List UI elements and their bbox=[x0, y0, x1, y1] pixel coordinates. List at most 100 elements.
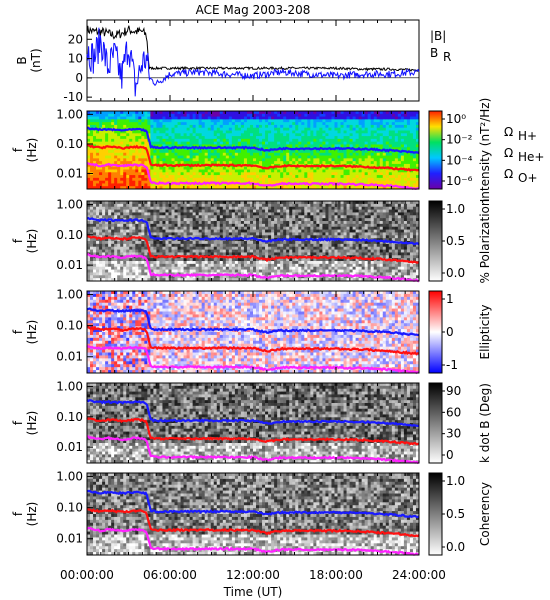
spectrogram-cell bbox=[189, 203, 194, 208]
spectrogram-cell bbox=[141, 209, 145, 213]
spectrogram-cell bbox=[382, 161, 387, 165]
spectrogram-cell bbox=[400, 155, 405, 159]
spectrogram-cell bbox=[391, 136, 396, 140]
spectrogram-cell bbox=[111, 246, 115, 250]
spectrogram-cell bbox=[129, 229, 133, 233]
spectrogram-cell bbox=[379, 136, 384, 140]
spectrogram-cell bbox=[256, 172, 260, 176]
spectrogram-cell bbox=[135, 261, 139, 265]
spectrogram-cell bbox=[153, 122, 157, 126]
spectrogram-cell bbox=[259, 130, 263, 134]
spectrogram-cell bbox=[198, 278, 203, 282]
spectrogram-cell bbox=[403, 133, 408, 137]
spectrogram-cell bbox=[204, 261, 209, 265]
spectrogram-cell bbox=[268, 130, 272, 134]
spectrogram-cell bbox=[135, 161, 139, 165]
spectrogram-cell bbox=[159, 136, 163, 140]
spectrogram-cell bbox=[186, 138, 191, 143]
spectrogram-cell bbox=[144, 177, 148, 182]
spectrogram-cell bbox=[216, 177, 221, 182]
spectrogram-cell bbox=[322, 158, 326, 162]
spectrogram-cell bbox=[180, 212, 184, 216]
spectrogram-cell bbox=[105, 238, 109, 242]
spectrogram-cell bbox=[340, 150, 344, 154]
spectrogram-cell bbox=[150, 177, 154, 182]
spectrogram-cell bbox=[346, 172, 350, 176]
spectrogram-cell bbox=[192, 212, 197, 216]
spectrogram-cell bbox=[280, 269, 284, 273]
spectrogram-cell bbox=[298, 169, 302, 173]
spectrogram-cell bbox=[277, 212, 281, 216]
spectrogram-cell bbox=[111, 209, 115, 213]
spectrogram-cell bbox=[108, 183, 112, 187]
spectrogram-cell bbox=[225, 116, 230, 120]
spectrogram-cell bbox=[355, 161, 360, 165]
spectrogram-cell bbox=[90, 275, 94, 279]
spectrogram-cell bbox=[274, 113, 278, 117]
spectrogram-cell bbox=[189, 133, 194, 137]
spectrogram-cell bbox=[256, 215, 260, 219]
spectrogram-cell bbox=[132, 266, 136, 270]
spectrogram-cell bbox=[126, 246, 130, 250]
spectrogram-cell bbox=[204, 266, 209, 270]
spectrogram-cell bbox=[295, 186, 299, 190]
spectrogram-cell bbox=[183, 152, 187, 156]
spectrogram-cell bbox=[159, 152, 163, 156]
spectrogram-cell bbox=[99, 161, 103, 165]
spectrogram-cell bbox=[268, 116, 272, 120]
spectrogram-cell bbox=[201, 116, 206, 120]
spectrogram-cell bbox=[168, 232, 172, 236]
spectrogram-cell bbox=[183, 150, 187, 154]
spectrogram-cell bbox=[367, 161, 372, 165]
spectrogram-cell bbox=[204, 186, 209, 190]
spectrogram-cell bbox=[340, 158, 344, 162]
spectrogram-cell bbox=[409, 163, 414, 168]
spectrogram-cell bbox=[87, 201, 91, 205]
spectrogram-cell bbox=[186, 136, 191, 140]
spectrogram-cell bbox=[147, 150, 151, 154]
spectrogram-cell bbox=[256, 243, 260, 248]
spectrogram-cell bbox=[240, 261, 245, 265]
spectrogram-cell bbox=[246, 116, 251, 120]
spectrogram-cell bbox=[367, 150, 372, 154]
spectrogram-cell bbox=[183, 261, 187, 265]
spectrogram-cell bbox=[207, 124, 212, 129]
spectrogram-cell bbox=[301, 133, 305, 137]
spectrogram-cell bbox=[262, 136, 266, 140]
spectrogram-cell bbox=[259, 172, 263, 176]
spectrogram-cell bbox=[201, 169, 206, 173]
spectrogram-cell bbox=[355, 172, 360, 176]
spectrogram-cell bbox=[382, 141, 387, 145]
spectrogram-cell bbox=[382, 113, 387, 117]
spectrogram-cell bbox=[204, 243, 209, 248]
spectrogram-cell bbox=[259, 116, 263, 120]
spectrogram-cell bbox=[379, 124, 384, 129]
spectrogram-cell bbox=[192, 218, 197, 222]
spectrogram-cell bbox=[412, 116, 417, 120]
spectrogram-cell bbox=[243, 172, 248, 176]
spectrogram-cell bbox=[225, 136, 230, 140]
spectrogram-cell bbox=[409, 180, 414, 184]
spectrogram-cell bbox=[370, 133, 375, 137]
spectrogram-cell bbox=[328, 141, 332, 145]
spectrogram-cell bbox=[162, 266, 166, 270]
spectrogram-cell bbox=[246, 252, 251, 256]
spectrogram-cell bbox=[391, 186, 396, 190]
spectrogram-cell bbox=[129, 158, 133, 162]
spectrogram-cell bbox=[129, 221, 133, 225]
spectrogram-cell bbox=[141, 177, 145, 182]
spectrogram-cell bbox=[150, 266, 154, 270]
spectrogram-cell bbox=[394, 119, 399, 123]
spectrogram-cell bbox=[234, 147, 239, 151]
spectrogram-cell bbox=[144, 215, 148, 219]
spectrogram-cell bbox=[180, 111, 184, 115]
spectrogram-cell bbox=[129, 261, 133, 265]
spectrogram-cell bbox=[358, 141, 363, 145]
spectrogram-cell bbox=[96, 261, 100, 265]
spectrogram-cell bbox=[144, 203, 148, 208]
spectrogram-cell bbox=[319, 136, 323, 140]
spectrogram-cell bbox=[174, 111, 178, 115]
spectrogram-cell bbox=[367, 111, 372, 115]
spectrogram-cell bbox=[307, 155, 311, 159]
spectrogram-cell bbox=[135, 136, 139, 140]
